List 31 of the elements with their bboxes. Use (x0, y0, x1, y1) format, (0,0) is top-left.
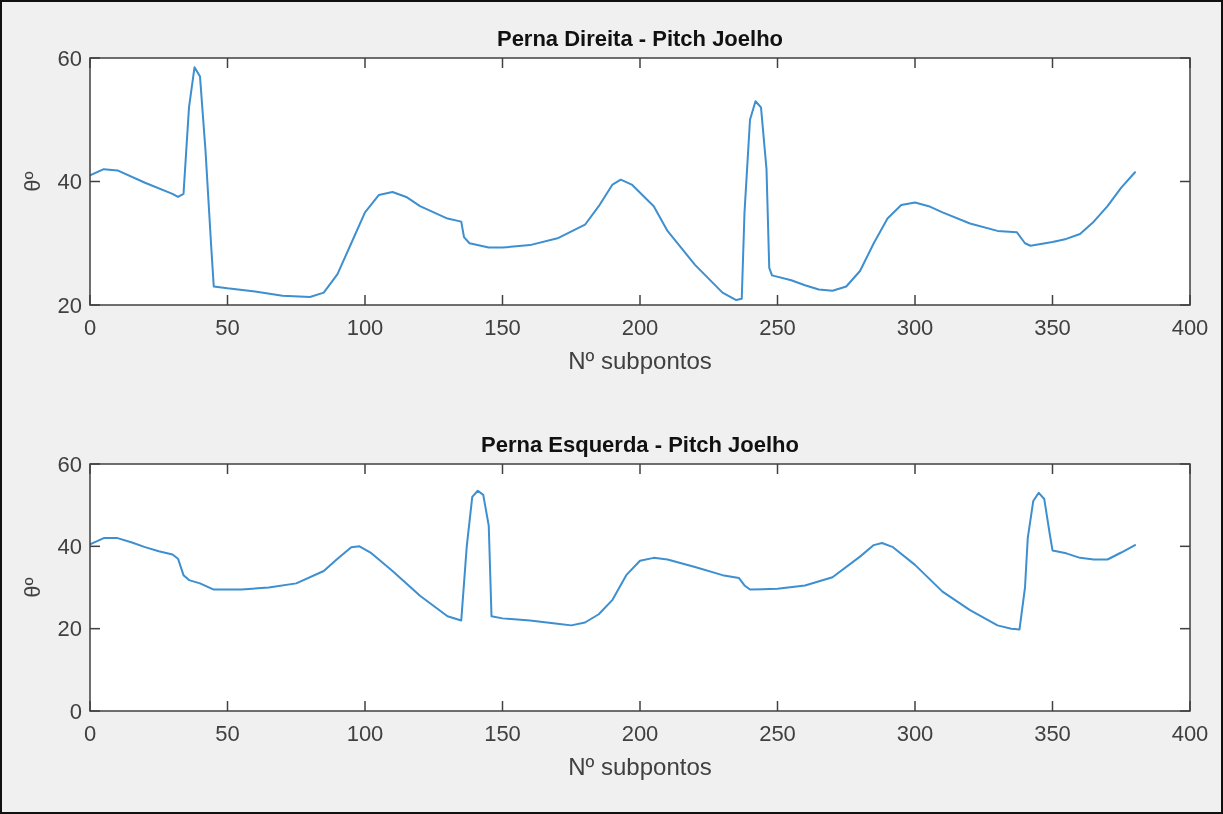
x-tick-label: 350 (1034, 315, 1071, 340)
x-axis-title: Nº subpontos (568, 753, 712, 780)
y-tick-label: 0 (69, 698, 82, 724)
x-tick-label: 300 (896, 721, 934, 746)
x-axis-title: Nº subpontos (568, 347, 712, 374)
x-tick-label: 50 (215, 721, 240, 746)
y-tick-label: 20 (57, 616, 82, 642)
x-tick-label: 250 (759, 315, 796, 340)
chart-title: Perna Direita - Pitch Joelho (496, 26, 784, 51)
x-tick-label: 300 (896, 315, 934, 340)
x-tick-label: 400 (1171, 315, 1209, 340)
y-axis-title: θº (20, 577, 45, 598)
x-tick-label: 250 (759, 721, 796, 746)
x-tick-label: 150 (484, 315, 521, 340)
y-tick-label: 60 (57, 45, 82, 71)
line-series (90, 489, 1136, 631)
y-tick-label: 40 (57, 169, 82, 195)
line-series (90, 66, 1136, 302)
x-tick-label: 100 (346, 315, 384, 340)
x-tick-label: 350 (1034, 721, 1071, 746)
x-tick-label: 200 (621, 721, 659, 746)
x-tick-label: 100 (346, 721, 384, 746)
x-tick-label: 50 (215, 315, 240, 340)
y-axis-title: θº (20, 171, 45, 192)
y-tick-label: 40 (57, 534, 82, 560)
y-tick-label: 60 (57, 451, 82, 477)
x-tick-label: 400 (1171, 721, 1209, 746)
chart-title: Perna Esquerda - Pitch Joelho (481, 432, 799, 457)
x-tick-label: 200 (621, 315, 659, 340)
x-tick-label: 150 (484, 721, 521, 746)
y-tick-label: 20 (57, 292, 82, 318)
